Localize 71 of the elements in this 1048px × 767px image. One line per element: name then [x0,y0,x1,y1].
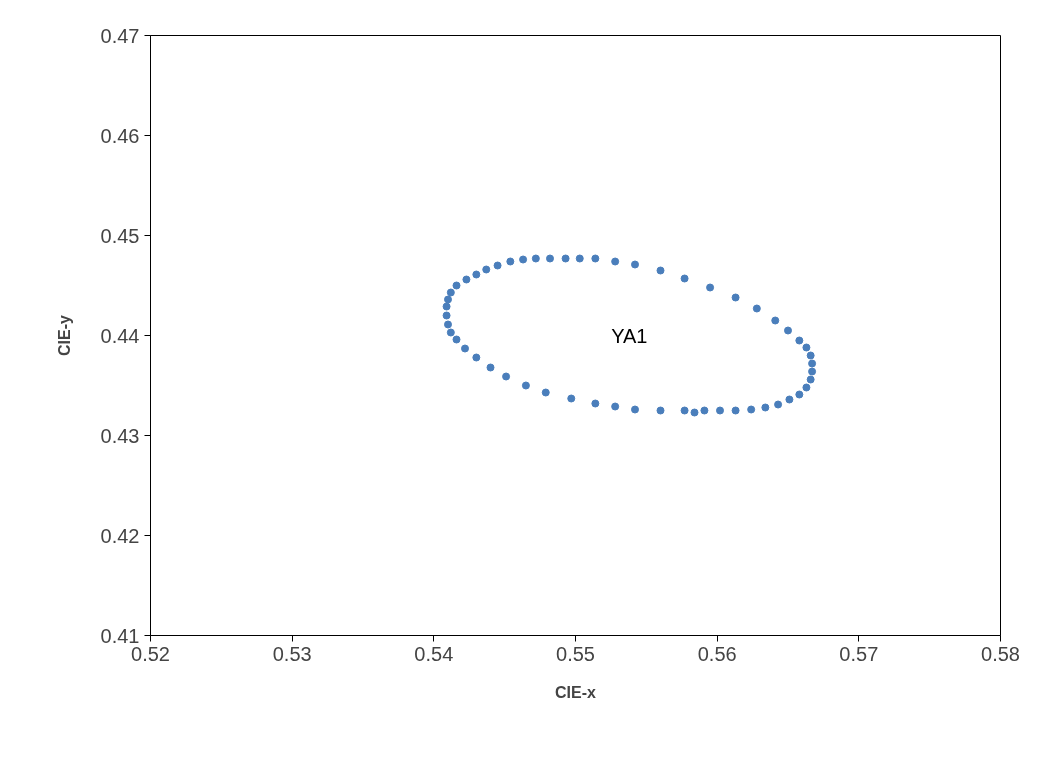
point [785,395,794,404]
point [802,343,811,352]
x-tick-label: 0.53 [272,642,312,665]
point [752,304,761,313]
point [656,266,665,275]
point [521,381,530,390]
point [690,408,699,417]
point [806,375,815,384]
point [611,402,620,411]
y-tick-label: 0.47 [100,24,140,47]
point [472,353,481,362]
point [784,326,792,335]
point [519,255,528,264]
point [567,394,576,403]
point [446,328,455,337]
point [493,261,502,270]
x-tick-label: 0.57 [839,642,879,665]
point [731,293,740,302]
point [795,390,804,399]
point [452,281,461,290]
point [541,388,550,397]
point [731,406,740,415]
point [656,406,665,415]
x-tick-label: 0.56 [697,642,737,665]
point [506,257,515,266]
point [575,254,584,263]
point [611,257,620,266]
point [706,283,715,292]
point [795,336,804,345]
x-tick-label: 0.54 [414,642,454,665]
point [482,265,491,274]
point [444,295,452,304]
x-tick-label: 0.55 [556,642,595,665]
point [462,275,471,284]
point [444,320,452,329]
y-tick-label: 0.44 [100,324,140,347]
point [680,274,689,283]
point [808,359,817,368]
point [631,260,639,269]
point [452,335,461,344]
point [531,254,540,263]
point [442,302,451,311]
point [806,351,815,360]
point [802,383,811,392]
point [591,399,600,408]
y-tick-label: 0.42 [100,524,140,547]
y-tick-label: 0.45 [100,224,140,247]
point [446,288,455,297]
x-tick-label: 0.58 [981,642,1020,665]
point [774,400,783,409]
point [808,367,817,376]
point [700,406,709,415]
point [716,406,724,415]
point [546,254,554,263]
point [771,316,780,325]
point [502,372,511,381]
point [486,363,495,372]
point [761,403,770,412]
point [680,406,689,415]
y-axis-title: CIE-y [55,314,73,356]
point [591,254,600,263]
x-axis-title: CIE-x [555,683,597,701]
point [747,405,756,414]
y-tick-label: 0.46 [100,124,140,147]
point [561,254,570,263]
point [442,311,451,320]
annotation: YA1 [611,324,648,347]
point [631,405,639,414]
point [461,344,469,353]
point [472,270,481,279]
y-tick-label: 0.43 [100,424,140,447]
